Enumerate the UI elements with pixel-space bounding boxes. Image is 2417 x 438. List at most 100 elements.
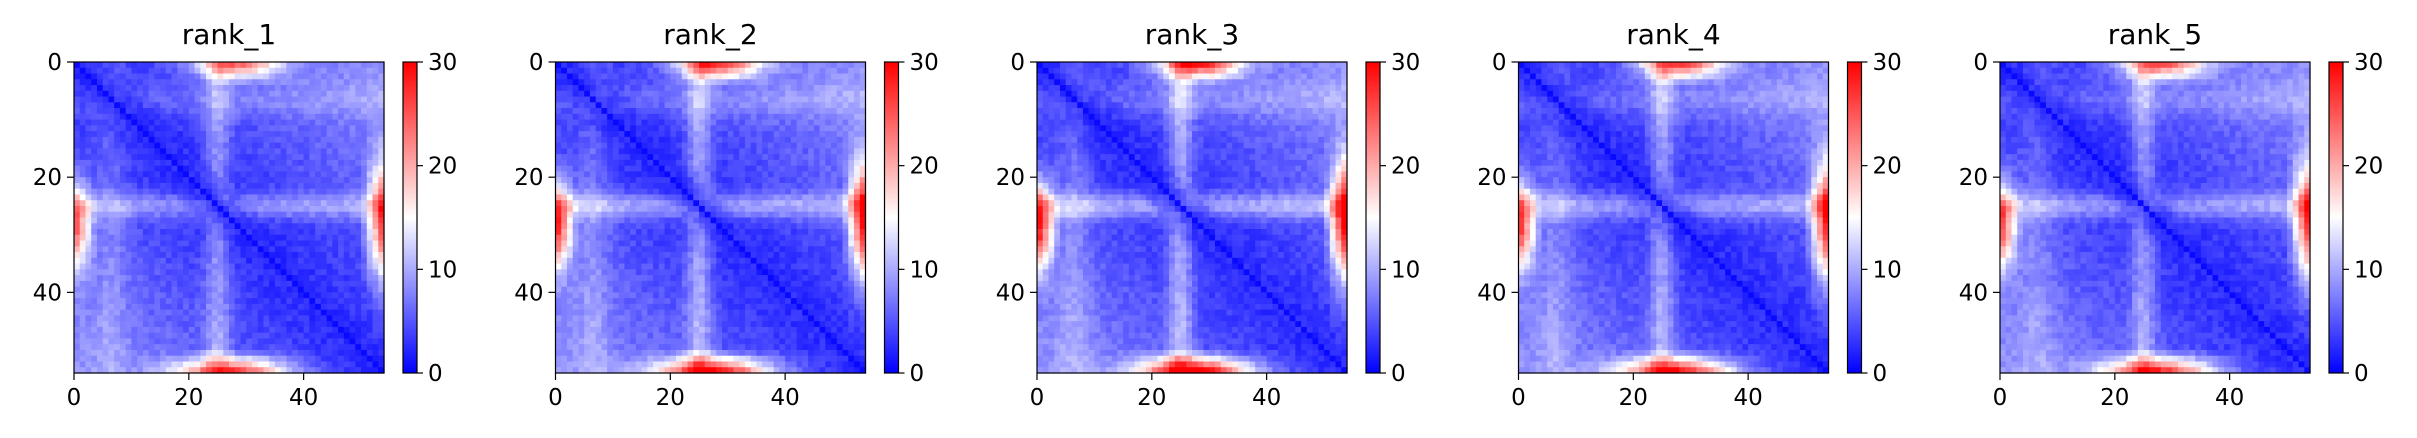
heatmap-cell — [355, 309, 362, 317]
heatmap-cell — [137, 159, 144, 167]
heatmap-cell — [165, 367, 173, 374]
heatmap-cell — [183, 309, 190, 317]
heatmap-cell — [263, 355, 270, 363]
heatmap-cell — [280, 263, 288, 270]
heatmap-cell — [555, 119, 562, 126]
heatmap-cell — [165, 108, 173, 115]
heatmap-cell — [200, 205, 207, 213]
heatmap-cell — [229, 298, 236, 305]
heatmap-cell — [572, 257, 580, 265]
heatmap-cell — [653, 211, 660, 219]
heatmap-cell — [326, 142, 333, 149]
heatmap-cell — [251, 355, 259, 363]
heatmap-cell — [699, 229, 706, 236]
heatmap-cell — [664, 257, 671, 265]
heatmap-cell — [165, 234, 173, 242]
heatmap-cell — [842, 62, 849, 69]
heatmap-cell — [612, 177, 620, 184]
heatmap-cell — [315, 96, 322, 103]
heatmap-cell — [704, 165, 712, 173]
heatmap-cell — [744, 263, 752, 270]
heatmap-cell — [315, 240, 322, 247]
heatmap-cell — [114, 131, 121, 138]
heatmap-cell — [595, 205, 603, 213]
heatmap-cell — [74, 182, 81, 190]
heatmap-cell — [160, 321, 167, 328]
heatmap-cell — [297, 269, 305, 276]
heatmap-cell — [566, 73, 574, 80]
heatmap-cell — [91, 292, 98, 299]
heatmap-cell — [211, 326, 219, 334]
heatmap-cell — [79, 263, 87, 270]
heatmap-cell — [595, 171, 603, 178]
heatmap-cell — [635, 188, 643, 196]
heatmap-cell — [681, 200, 689, 207]
heatmap-cell — [315, 154, 322, 161]
heatmap-cell — [361, 194, 368, 201]
heatmap-cell — [96, 131, 104, 138]
heatmap-cell — [716, 229, 723, 236]
heatmap-cell — [578, 113, 585, 121]
heatmap-cell — [303, 113, 310, 121]
heatmap-cell — [257, 182, 265, 190]
heatmap-cell — [361, 292, 368, 299]
heatmap-cell — [572, 182, 580, 190]
heatmap-cell — [131, 96, 138, 103]
heatmap-cell — [831, 182, 838, 190]
heatmap-cell — [119, 257, 127, 265]
heatmap-cell — [154, 96, 161, 103]
heatmap-cell — [635, 229, 643, 236]
heatmap-cell — [206, 96, 213, 103]
heatmap-cell — [744, 113, 752, 121]
heatmap-cell — [635, 125, 643, 132]
heatmap-cell — [699, 211, 706, 219]
heatmap-cell — [269, 194, 276, 201]
heatmap-cell — [234, 234, 242, 242]
heatmap-cell — [177, 79, 184, 86]
heatmap-cell — [589, 131, 597, 138]
heatmap-cell — [206, 315, 213, 322]
heatmap-cell — [647, 131, 654, 138]
heatmap-cell — [332, 136, 339, 144]
heatmap-cell — [607, 136, 614, 144]
heatmap-cell — [808, 257, 815, 265]
heatmap-cell — [309, 298, 316, 305]
heatmap-cell — [601, 200, 608, 207]
heatmap-cell — [309, 269, 316, 276]
heatmap-cell — [177, 367, 184, 374]
heatmap-cell — [74, 154, 81, 161]
heatmap-cell — [635, 108, 643, 115]
heatmap-cell — [125, 113, 133, 121]
heatmap-cell — [750, 240, 758, 247]
heatmap-cell — [217, 90, 224, 98]
heatmap-cell — [572, 223, 580, 230]
heatmap-cell — [91, 211, 98, 219]
heatmap-cell — [831, 119, 838, 126]
heatmap-cell — [773, 252, 780, 259]
heatmap-cell — [223, 102, 230, 109]
heatmap-cell — [653, 119, 660, 126]
heatmap-cell — [710, 73, 717, 80]
heatmap-cell — [297, 108, 305, 115]
heatmap-cell — [332, 298, 339, 305]
heatmap-cell — [131, 252, 138, 259]
heatmap-cell — [96, 217, 104, 224]
heatmap-cell — [693, 108, 700, 115]
heatmap-cell — [343, 73, 351, 80]
heatmap-cell — [355, 321, 362, 328]
heatmap-cell — [74, 292, 81, 299]
heatmap-cell — [200, 113, 207, 121]
heatmap-cell — [274, 85, 282, 92]
heatmap-cell — [303, 90, 310, 98]
heatmap-cell — [85, 136, 92, 144]
heatmap-cell — [137, 113, 144, 121]
heatmap-cell — [91, 344, 98, 351]
heatmap-cell — [131, 73, 138, 80]
heatmap-cell — [578, 79, 585, 86]
heatmap-cell — [658, 223, 666, 230]
heatmap-cell — [612, 229, 620, 236]
heatmap-cell — [750, 217, 758, 224]
heatmap-cell — [119, 205, 127, 213]
heatmap-cell — [211, 349, 219, 357]
heatmap-cell — [229, 200, 236, 207]
